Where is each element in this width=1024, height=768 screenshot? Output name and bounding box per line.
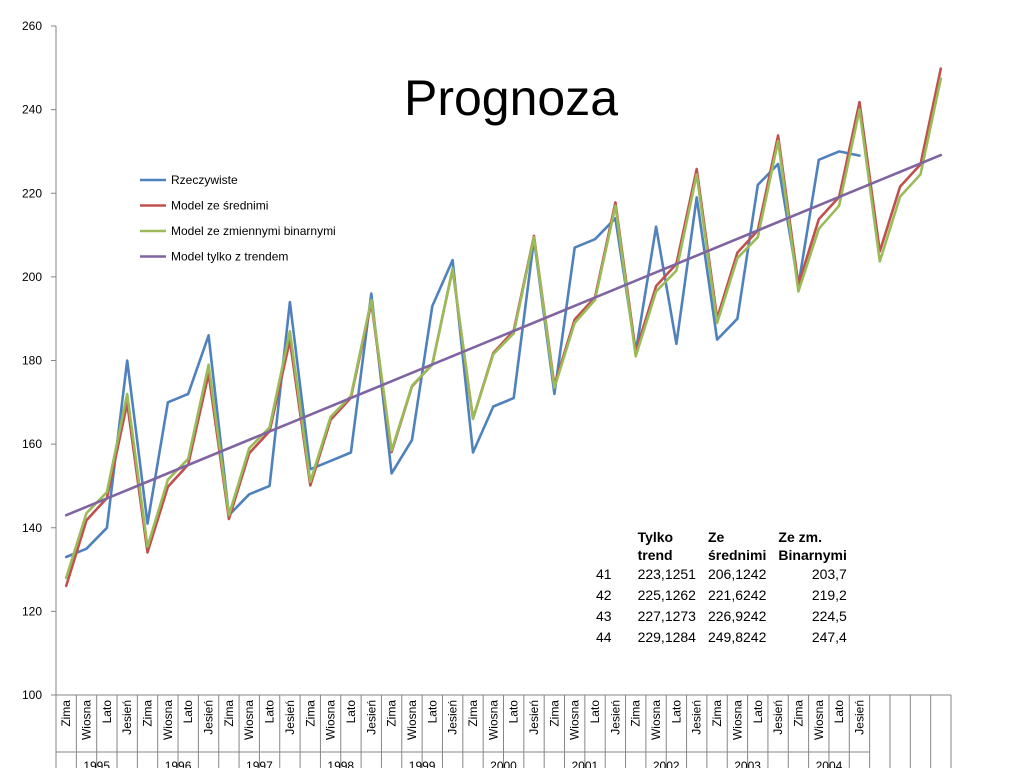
x-season-label: Zima [59, 700, 73, 727]
x-year-label: 2002 [653, 759, 680, 768]
series-line [64, 67, 943, 588]
table-row: 41 223,1251 206,1242 203,7 [590, 564, 853, 585]
x-season-label: Jesień [771, 700, 785, 735]
axes: 100 120 140 160 180 200 220 240 260 Zima Wiosna Lat… [22, 19, 952, 768]
table-header-cell [590, 528, 632, 564]
x-season-label: Lato [588, 700, 602, 724]
x-season-label: Wiosna [649, 700, 663, 740]
table-cell: 44 [596, 629, 612, 645]
x-season-label: Jesień [283, 700, 297, 735]
x-season-label: Jesień [690, 700, 704, 735]
table-cell: 221,6242 [707, 587, 767, 603]
x-season-label: Jesień [852, 700, 866, 735]
table-row: 43 227,1273 226,9242 224,5 [590, 606, 853, 627]
x-season-label: Lato [344, 700, 358, 724]
table-cell: 42 [596, 587, 612, 603]
x-season-label: Zima [791, 700, 805, 727]
table-cell: 249,8242 [707, 629, 767, 645]
table-header-cell: Tylko trend [637, 529, 674, 563]
table-cell: 225,1262 [637, 587, 696, 603]
x-year-label: 2000 [490, 759, 517, 768]
x-year-label: 1997 [246, 759, 273, 768]
x-season-label: Wiosna [161, 700, 175, 740]
forecast-table: Tylko trend Ze średnimi Ze zm. Binarnymi… [590, 528, 853, 648]
x-season-label: Lato [425, 700, 439, 724]
x-season-label: Zima [222, 700, 236, 727]
x-season-label: Lato [181, 700, 195, 724]
table-cell: 203,7 [811, 566, 847, 582]
y-tick-label: 200 [22, 270, 42, 284]
x-season-label: Jesień [202, 700, 216, 735]
x-year-label: 1996 [165, 759, 192, 768]
x-year-label: 2003 [734, 759, 761, 768]
x-season-label: Zima [141, 700, 155, 727]
y-tick-label: 240 [22, 103, 42, 117]
chart-title: Prognoza [404, 70, 618, 126]
y-tick-label: 160 [22, 437, 42, 451]
x-season-label: Wiosna [730, 700, 744, 740]
table-cell: 223,1251 [637, 566, 696, 582]
x-year-label: 2001 [572, 759, 599, 768]
x-season-label: Jesień [608, 700, 622, 735]
x-season-label: Lato [751, 700, 765, 724]
x-season-label: Lato [507, 700, 521, 724]
x-season-label: Jesień [364, 700, 378, 735]
x-season-label: Wiosna [812, 700, 826, 740]
x-season-label: Zima [466, 700, 480, 727]
x-season-label: Wiosna [568, 700, 582, 740]
x-season-label: Wiosna [242, 700, 256, 740]
x-season-label: Wiosna [405, 700, 419, 740]
x-season-label: Wiosna [324, 700, 338, 740]
table-cell: 224,5 [811, 608, 847, 624]
table-cell: 219,2 [811, 587, 847, 603]
x-season-label: Wiosna [80, 700, 94, 740]
x-season-label: Jesień [527, 700, 541, 735]
y-tick-label: 220 [22, 186, 42, 200]
x-season-label: Zima [385, 700, 399, 727]
series-line [64, 77, 943, 580]
x-season-label: Jesień [120, 700, 134, 735]
table-cell: 226,9242 [707, 608, 767, 624]
table-row: 44 229,1284 249,8242 247,4 [590, 627, 853, 648]
table-cell: 43 [596, 608, 612, 624]
x-season-label: Lato [100, 700, 114, 724]
table-header-cell: Ze zm. Binarnymi [778, 529, 847, 563]
x-season-label: Wiosna [486, 700, 500, 740]
table-row: 42 225,1262 221,6242 219,2 [590, 585, 853, 606]
table-cell: 247,4 [811, 629, 847, 645]
x-year-label: 1998 [327, 759, 354, 768]
x-season-label: Zima [710, 700, 724, 727]
x-season-label: Zima [303, 700, 317, 727]
x-year-label: 1999 [409, 759, 436, 768]
x-season-label: Zima [629, 700, 643, 727]
series-line [64, 153, 943, 517]
y-tick-label: 180 [22, 354, 42, 368]
x-season-label: Lato [669, 700, 683, 724]
y-tick-label: 120 [22, 604, 42, 618]
x-season-label: Jesień [446, 700, 460, 735]
table-header-cell: Ze średnimi [707, 529, 767, 563]
legend-entry: Model tylko z trendem [171, 250, 288, 264]
legend-entry: Model ze zmiennymi binarnymi [171, 224, 336, 238]
table-header-row: Tylko trend Ze średnimi Ze zm. Binarnymi [590, 528, 853, 564]
legend-entry: Rzeczywiste [171, 173, 238, 187]
y-tick-label: 260 [22, 19, 42, 33]
series-layer [64, 67, 943, 588]
y-tick-label: 140 [22, 521, 42, 535]
table-cell: 206,1242 [707, 566, 767, 582]
x-season-label: Lato [263, 700, 277, 724]
legend: Rzeczywiste Model ze średnimi Model ze zmi… [140, 173, 336, 264]
x-season-label: Lato [832, 700, 846, 724]
series-line [64, 150, 861, 559]
legend-entry: Model ze średnimi [171, 199, 268, 213]
y-tick-label: 100 [22, 688, 42, 702]
x-year-label: 2004 [816, 759, 843, 768]
table-cell: 229,1284 [637, 629, 696, 645]
table-cell: 227,1273 [637, 608, 696, 624]
table-cell: 41 [596, 566, 612, 582]
x-year-label: 1995 [83, 759, 110, 768]
x-season-label: Zima [547, 700, 561, 727]
